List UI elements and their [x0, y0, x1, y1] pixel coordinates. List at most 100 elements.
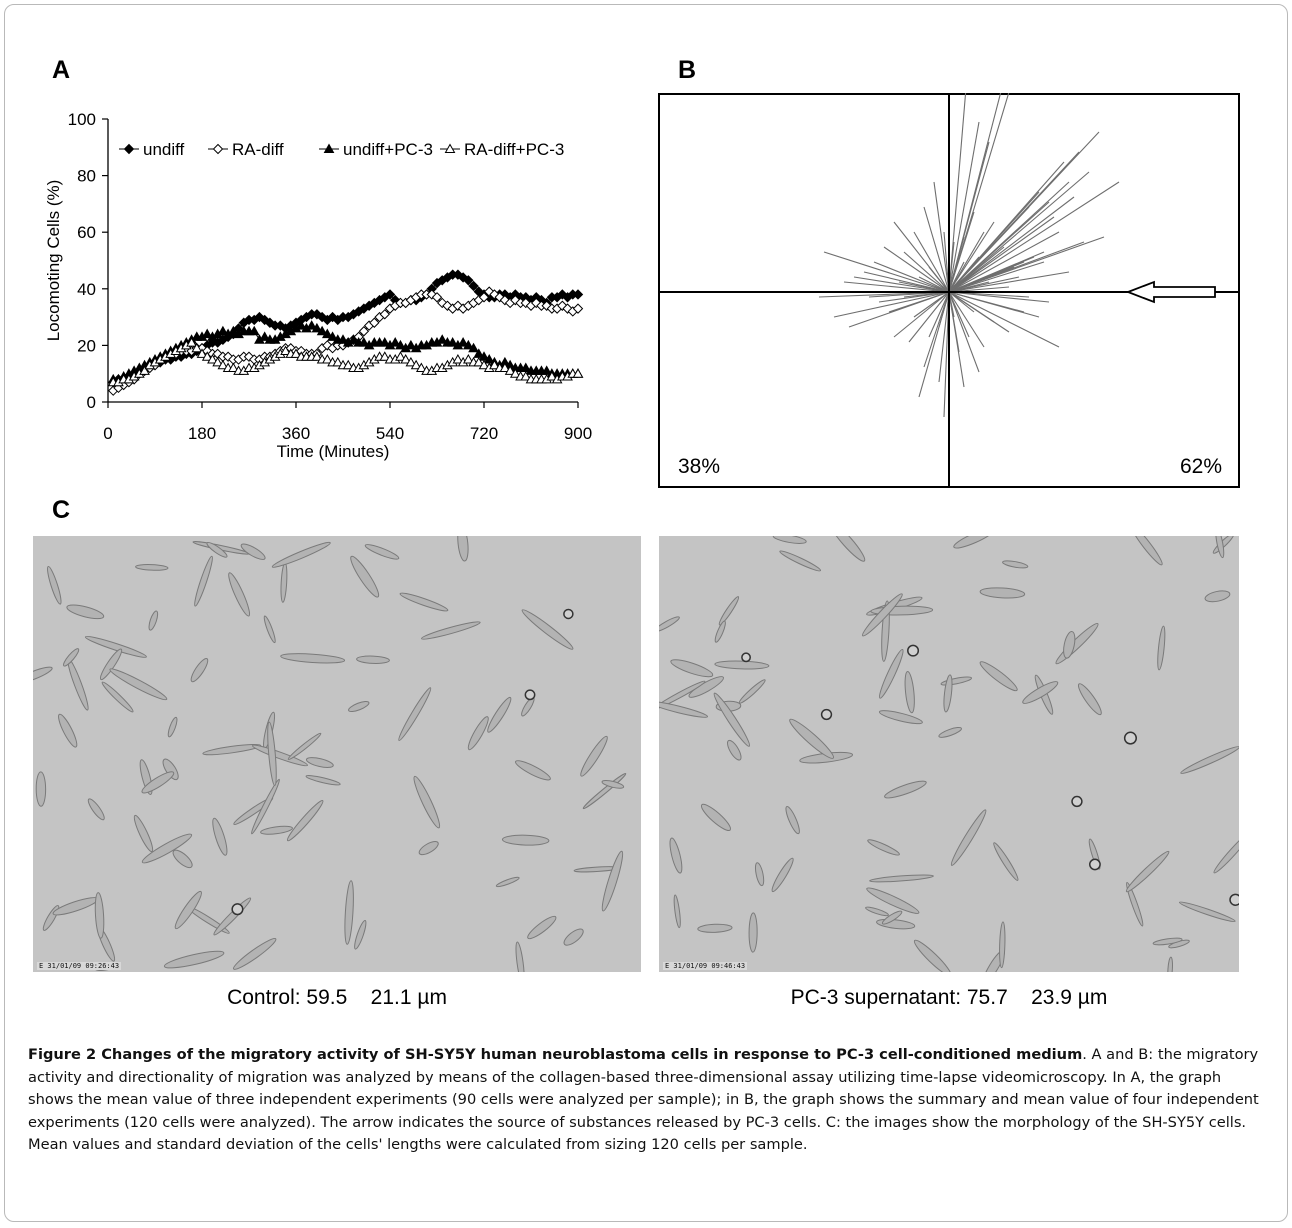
- cell: [563, 928, 584, 946]
- data-point: [572, 368, 584, 378]
- migration-track: [913, 231, 950, 293]
- data-point: [212, 356, 224, 367]
- round-cell: [563, 608, 574, 620]
- cell: [35, 771, 47, 807]
- migration-track: [873, 261, 950, 293]
- data-point: [463, 275, 474, 286]
- cell: [580, 735, 608, 777]
- cell: [999, 921, 1006, 969]
- legend-label: RA-diff: [232, 140, 284, 159]
- data-point: [509, 368, 521, 378]
- migration-track: [948, 261, 965, 293]
- panel-c-label: C: [52, 496, 71, 524]
- cell: [267, 721, 277, 786]
- legend-marker: [212, 143, 224, 155]
- legend-marker: [444, 143, 456, 153]
- cell: [260, 825, 293, 835]
- cell: [286, 800, 324, 842]
- round-cell: [1229, 893, 1239, 907]
- cell: [866, 887, 920, 914]
- control-caption: Control: 59.5 21.1 µm: [227, 986, 447, 1009]
- cell: [263, 615, 276, 644]
- data-point: [186, 337, 197, 347]
- cell: [87, 798, 105, 821]
- migration-track: [928, 266, 950, 293]
- left-percentage: 38%: [678, 455, 720, 478]
- cell: [305, 757, 334, 768]
- x-tick-label: 180: [188, 424, 216, 443]
- cell: [1178, 901, 1236, 923]
- data-point: [196, 348, 208, 358]
- migration-track: [948, 291, 965, 388]
- data-point: [201, 328, 213, 339]
- cell: [938, 726, 962, 738]
- x-tick-label: 540: [376, 424, 404, 443]
- migration-track: [948, 216, 1055, 293]
- round-cell: [820, 708, 833, 721]
- cell: [194, 555, 213, 607]
- round-cell: [1071, 795, 1083, 808]
- data-point: [321, 328, 333, 339]
- cell: [280, 653, 346, 664]
- migration-track: [948, 271, 1000, 293]
- round-cell: [1123, 731, 1137, 745]
- data-point: [342, 359, 354, 370]
- data-point: [379, 337, 391, 347]
- cell: [354, 919, 367, 950]
- migration-track: [948, 93, 967, 293]
- migration-track: [948, 171, 1090, 293]
- data-point: [248, 325, 260, 336]
- data-point: [478, 292, 490, 303]
- cell: [659, 616, 680, 633]
- cell: [670, 659, 714, 678]
- data-point: [311, 351, 323, 361]
- cell: [697, 923, 733, 933]
- cell: [527, 915, 557, 940]
- data-point: [337, 334, 349, 344]
- cell: [1126, 881, 1144, 927]
- migration-track: [948, 291, 1040, 318]
- cell: [659, 701, 709, 718]
- cell: [582, 772, 627, 810]
- migration-track: [948, 231, 985, 293]
- cell: [940, 676, 973, 686]
- migration-track: [948, 261, 1045, 293]
- cell: [950, 809, 987, 866]
- migration-track: [933, 181, 950, 293]
- data-point: [520, 371, 532, 381]
- panel-b-label: B: [678, 56, 697, 84]
- cell: [398, 687, 432, 741]
- figure-frame: [4, 4, 1288, 1222]
- cell: [418, 841, 439, 856]
- data-point: [332, 356, 344, 367]
- cell: [515, 941, 525, 972]
- cell: [487, 696, 512, 733]
- source-arrow-icon: [1125, 280, 1216, 304]
- cell: [1167, 956, 1173, 972]
- cell: [66, 604, 105, 620]
- cell: [280, 562, 288, 603]
- migration-track: [948, 121, 980, 293]
- panel-a-label: A: [52, 56, 71, 84]
- migration-track: [948, 196, 1075, 293]
- cell: [521, 609, 574, 650]
- cell: [1125, 850, 1170, 893]
- cell: [878, 710, 923, 725]
- y-tick-label: 0: [87, 393, 96, 412]
- cell: [67, 658, 89, 711]
- cell: [167, 716, 178, 738]
- right-percentage: 62%: [1180, 455, 1222, 478]
- data-point: [379, 351, 391, 361]
- cell: [867, 839, 900, 856]
- data-point: [504, 365, 516, 375]
- cell: [141, 833, 193, 864]
- migration-track: [948, 93, 1002, 293]
- cell: [953, 536, 995, 549]
- cell: [467, 716, 489, 751]
- round-cell: [907, 644, 920, 657]
- cell: [364, 544, 400, 560]
- migration-track: [823, 251, 950, 293]
- cell: [881, 910, 903, 925]
- migration-track: [948, 221, 995, 293]
- cell: [1002, 560, 1029, 569]
